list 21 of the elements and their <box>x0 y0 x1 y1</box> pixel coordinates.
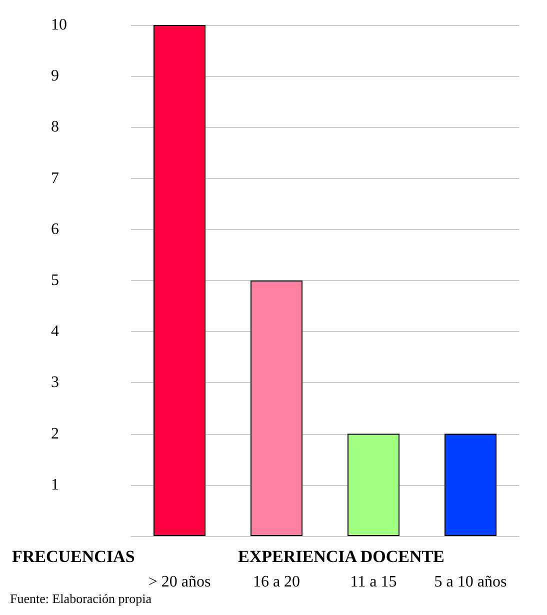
y-tick-label: 10 <box>51 16 67 34</box>
x-tick-label: 5 a 10 años <box>434 574 507 590</box>
y-axis-title: FRECUENCIAS <box>12 547 135 566</box>
x-tick-label: 11 a 15 <box>350 574 397 590</box>
y-tick-label: 3 <box>51 374 59 392</box>
bar <box>250 280 302 536</box>
x-tick-label: > 20 años <box>148 574 211 590</box>
y-tick-label: 8 <box>51 118 59 136</box>
bar <box>348 434 400 536</box>
y-tick-label: 1 <box>51 476 59 494</box>
source-note: Fuente: Elaboración propia <box>10 591 152 606</box>
x-tick-label: 16 a 20 <box>252 574 300 590</box>
bar <box>154 25 206 536</box>
bar <box>444 434 496 536</box>
y-tick-label: 5 <box>51 272 59 289</box>
y-tick-label: 2 <box>51 425 59 442</box>
y-tick-label: 7 <box>51 170 59 187</box>
y-tick-label: 9 <box>51 68 59 85</box>
y-tick-label: 6 <box>51 220 59 238</box>
x-axis-title: EXPERIENCIA DOCENTE <box>238 547 444 566</box>
y-tick-label: 4 <box>51 323 59 340</box>
